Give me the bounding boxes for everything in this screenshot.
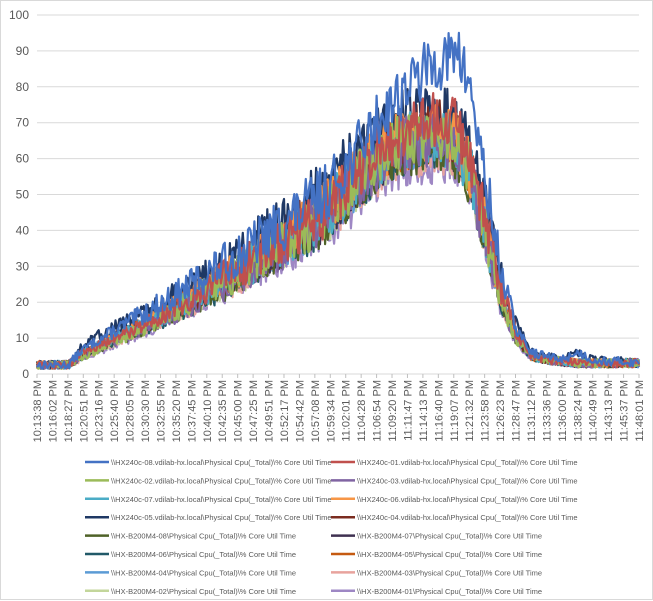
legend-label: \\HX240c-06.vdilab-hx.local\Physical Cpu… [357,495,578,504]
legend-label: \\HX-B200M4-01\Physical Cpu(_Total)\% Co… [357,587,542,596]
x-tick-label: 11:40:49 PM [588,380,600,442]
x-tick-label: 11:43:13 PM [603,380,615,442]
x-tick-label: 10:47:25 PM [248,380,260,442]
x-tick-label: 11:19:07 PM [449,380,461,442]
x-tick-label: 10:32:55 PM [155,380,167,442]
x-tick-label: 10:49:51 PM [264,380,276,442]
x-tick-label: 11:48:01 PM [634,380,646,442]
x-tick-label: 11:28:47 PM [511,380,523,442]
legend-label: \\HX-B200M4-08\Physical Cpu(_Total)\% Co… [111,532,296,541]
x-tick-label: 11:11:47 PM [402,380,414,441]
x-tick-label: 10:37:45 PM [186,380,198,442]
legend-label: \\HX-B200M4-07\Physical Cpu(_Total)\% Co… [357,532,542,541]
x-tick-label: 10:45:00 PM [233,380,245,442]
y-tick-label: 40 [16,223,30,237]
x-tick-label: 11:36:00 PM [557,380,569,442]
x-tick-label: 10:13:38 PM [32,380,44,442]
x-tick-label: 10:54:42 PM [294,380,306,442]
legend-label: \\HX240c-04.vdilab-hx.local\Physical Cpu… [357,513,578,522]
x-tick-label: 10:28:05 PM [125,380,137,442]
y-tick-label: 90 [16,44,30,58]
x-tick-label: 10:42:35 PM [217,380,229,442]
x-tick-label: 11:02:01 PM [341,380,353,442]
x-tick-label: 10:52:17 PM [279,380,291,442]
y-tick-label: 60 [16,152,30,166]
x-tick-label: 11:45:37 PM [619,380,631,442]
legend-label: \\HX-B200M4-05\Physical Cpu(_Total)\% Co… [357,550,542,559]
x-tick-label: 11:04:28 PM [356,380,368,442]
x-tick-label: 11:16:40 PM [433,380,445,442]
y-axis: 0 10 20 30 40 50 60 70 80 90 100 [9,8,29,381]
x-tick-label: 10:57:08 PM [310,380,322,442]
x-tick-label: 11:31:12 PM [526,380,538,442]
legend-label: \\HX240c-07.vdilab-hx.local\Physical Cpu… [111,495,332,504]
legend-label: \\HX240c-02.vdilab-hx.local\Physical Cpu… [111,476,332,485]
legend-label: \\HX-B200M4-06\Physical Cpu(_Total)\% Co… [111,550,296,559]
x-tick-label: 10:18:27 PM [63,380,75,442]
y-tick-label: 50 [16,188,30,202]
y-tick-label: 100 [9,8,29,22]
x-tick-label: 10:40:10 PM [202,380,214,442]
legend-label: \\HX-B200M4-04\Physical Cpu(_Total)\% Co… [111,568,296,577]
x-tick-label: 11:09:20 PM [387,380,399,442]
plot-series [35,31,641,370]
x-tick-label: 10:35:20 PM [171,380,183,442]
legend-label: \\HX240c-08.vdilab-hx.local\Physical Cpu… [111,458,332,467]
legend-label: \\HX240c-03.vdilab-hx.local\Physical Cpu… [357,476,578,485]
x-tick-label: 11:23:58 PM [480,380,492,442]
x-tick-label: 10:16:02 PM [47,380,59,442]
legend-label: \\HX-B200M4-02\Physical Cpu(_Total)\% Co… [111,587,296,596]
y-tick-label: 0 [22,367,29,381]
series-line [36,31,640,370]
legend-label: \\HX-B200M4-03\Physical Cpu(_Total)\% Co… [357,568,542,577]
x-tick-label: 10:20:51 PM [78,380,90,442]
y-tick-label: 70 [16,116,30,130]
x-tick-label: 11:33:36 PM [541,380,553,442]
legend-label: \\HX240c-05.vdilab-hx.local\Physical Cpu… [111,513,332,522]
y-tick-label: 10 [16,331,30,345]
legend: \\HX240c-08.vdilab-hx.local\Physical Cpu… [85,458,578,596]
x-tick-label: 11:14:13 PM [418,380,430,442]
x-tick-label: 11:38:24 PM [572,380,584,442]
series-line [35,91,641,370]
x-axis: 10:13:38 PM 10:16:02 PM 10:18:27 PM 10:20:5… [32,374,646,442]
x-tick-label: 11:21:32 PM [464,380,476,442]
x-tick-label: 10:30:30 PM [140,380,152,442]
y-tick-label: 30 [16,259,30,273]
x-tick-label: 10:25:40 PM [109,380,121,442]
x-tick-label: 10:59:34 PM [325,380,337,442]
x-tick-label: 11:26:23 PM [495,380,507,442]
x-tick-label: 10:23:16 PM [94,380,106,442]
y-tick-label: 20 [16,295,30,309]
x-tick-label: 11:06:54 PM [372,380,384,442]
legend-label: \\HX240c-01.vdilab-hx.local\Physical Cpu… [357,458,578,467]
y-tick-label: 80 [16,80,30,94]
